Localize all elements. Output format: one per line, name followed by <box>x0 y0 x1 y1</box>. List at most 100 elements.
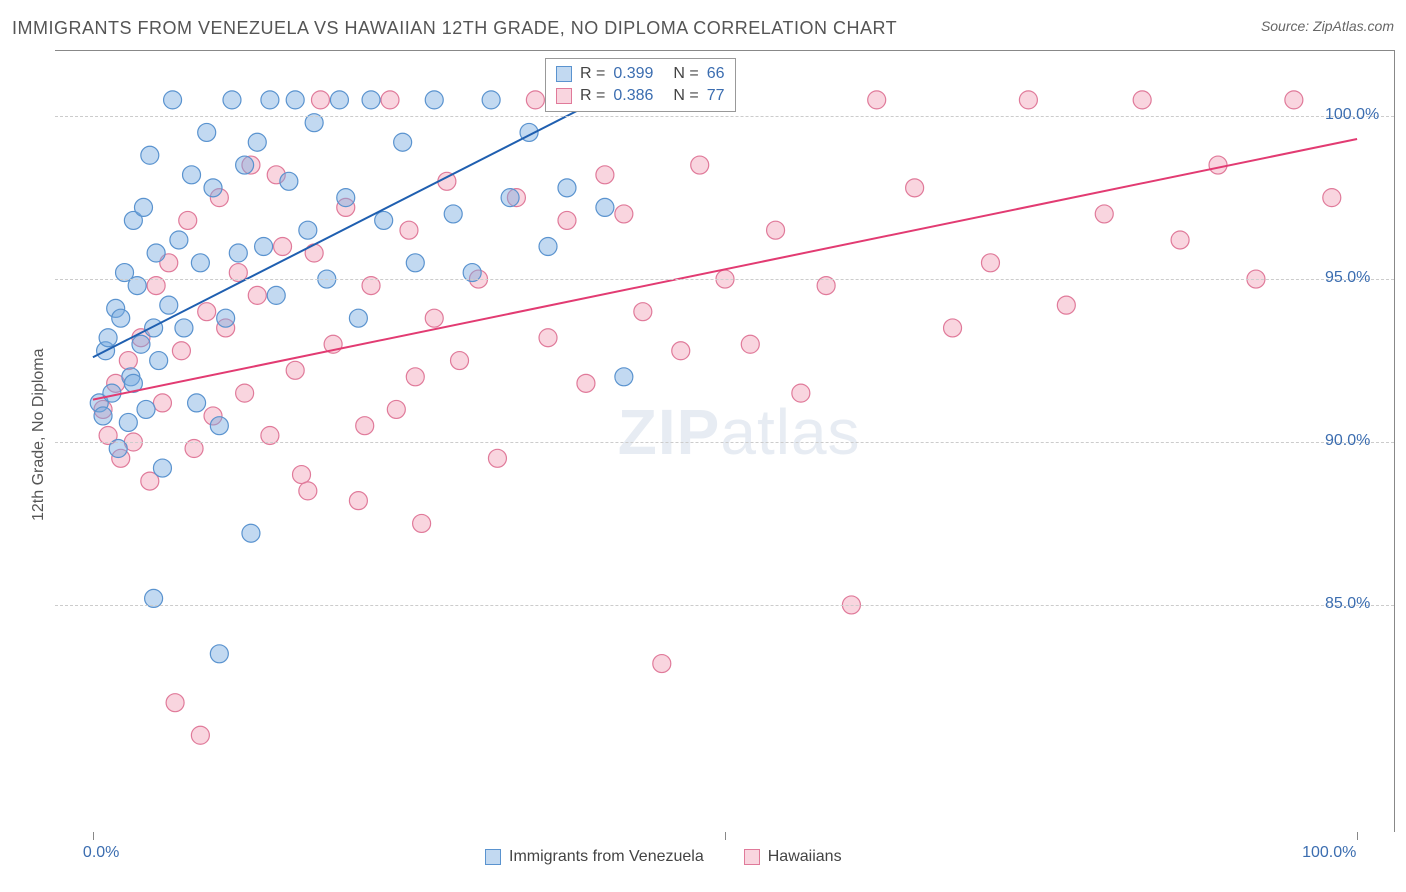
legend-series-label: Hawaiians <box>768 848 842 866</box>
scatter-point <box>248 133 266 151</box>
scatter-point <box>400 221 418 239</box>
scatter-point <box>305 244 323 262</box>
scatter-point <box>1019 91 1037 109</box>
scatter-point <box>413 514 431 532</box>
scatter-point <box>99 329 117 347</box>
scatter-point <box>175 319 193 337</box>
scatter-point <box>653 655 671 673</box>
scatter-point <box>210 417 228 435</box>
scatter-point <box>1285 91 1303 109</box>
scatter-point <box>792 384 810 402</box>
scatter-point <box>330 91 348 109</box>
scatter-point <box>482 91 500 109</box>
legend-series-item: Immigrants from Venezuela <box>485 848 704 866</box>
scatter-point <box>311 91 329 109</box>
y-tick-label: 100.0% <box>1325 106 1379 124</box>
scatter-point <box>286 91 304 109</box>
legend-swatch <box>556 66 572 82</box>
scatter-point <box>103 384 121 402</box>
scatter-point <box>145 319 163 337</box>
scatter-point <box>1209 156 1227 174</box>
scatter-point <box>160 296 178 314</box>
scatter-point <box>261 91 279 109</box>
gridline <box>55 605 1394 606</box>
scatter-point <box>132 335 150 353</box>
scatter-point <box>299 221 317 239</box>
scatter-point <box>381 91 399 109</box>
scatter-point <box>119 352 137 370</box>
scatter-point <box>172 342 190 360</box>
scatter-point <box>210 645 228 663</box>
scatter-point <box>242 524 260 542</box>
gridline <box>55 279 1394 280</box>
scatter-point <box>577 374 595 392</box>
r-label: R = <box>580 87 605 105</box>
scatter-point <box>451 352 469 370</box>
n-value: 66 <box>707 65 725 83</box>
scatter-point <box>223 91 241 109</box>
scatter-point <box>868 91 886 109</box>
scatter-point <box>179 211 197 229</box>
scatter-point <box>236 384 254 402</box>
scatter-point <box>280 172 298 190</box>
scatter-point <box>558 179 576 197</box>
scatter-point <box>349 492 367 510</box>
scatter-point <box>153 459 171 477</box>
scatter-point <box>539 238 557 256</box>
y-tick-label: 85.0% <box>1325 595 1370 613</box>
scatter-point <box>349 309 367 327</box>
legend-correlation-row: R =0.386N =77 <box>556 85 725 107</box>
scatter-point <box>741 335 759 353</box>
scatter-point <box>255 238 273 256</box>
scatter-point <box>906 179 924 197</box>
n-label: N = <box>673 65 698 83</box>
scatter-point <box>1323 189 1341 207</box>
plot-area: ZIPatlas <box>55 50 1395 832</box>
x-tick <box>93 832 94 840</box>
scatter-point <box>362 91 380 109</box>
scatter-point <box>1095 205 1113 223</box>
scatter-point <box>406 368 424 386</box>
legend-correlation: R =0.399N =66R =0.386N =77 <box>545 58 736 112</box>
scatter-point <box>274 238 292 256</box>
scatter-point <box>375 211 393 229</box>
scatter-point <box>191 254 209 272</box>
scatter-point <box>558 211 576 229</box>
x-tick <box>725 832 726 840</box>
y-axis-label: 12th Grade, No Diploma <box>30 348 48 521</box>
scatter-point <box>153 394 171 412</box>
scatter-point <box>387 400 405 418</box>
legend-series-item: Hawaiians <box>744 848 842 866</box>
scatter-point <box>217 309 235 327</box>
r-value: 0.399 <box>613 65 653 83</box>
legend-series: Immigrants from Venezuela Hawaiians <box>485 848 842 866</box>
scatter-point <box>204 179 222 197</box>
scatter-point <box>183 166 201 184</box>
scatter-point <box>170 231 188 249</box>
scatter-point <box>634 303 652 321</box>
x-tick-label-left: 0.0% <box>83 844 119 862</box>
n-label: N = <box>673 87 698 105</box>
scatter-point <box>406 254 424 272</box>
legend-swatch <box>556 88 572 104</box>
scatter-point <box>1133 91 1151 109</box>
scatter-point <box>164 91 182 109</box>
n-value: 77 <box>707 87 725 105</box>
scatter-point <box>248 286 266 304</box>
gridline <box>55 116 1394 117</box>
legend-swatch <box>485 849 501 865</box>
chart-title: IMMIGRANTS FROM VENEZUELA VS HAWAIIAN 12… <box>12 18 897 39</box>
y-tick-label: 95.0% <box>1325 269 1370 287</box>
gridline <box>55 442 1394 443</box>
scatter-point <box>147 244 165 262</box>
x-tick <box>1357 832 1358 840</box>
scatter-point <box>236 156 254 174</box>
y-tick-label: 90.0% <box>1325 432 1370 450</box>
legend-series-label: Immigrants from Venezuela <box>509 848 704 866</box>
scatter-point <box>337 189 355 207</box>
scatter-point <box>501 189 519 207</box>
scatter-point <box>299 482 317 500</box>
scatter-point <box>229 244 247 262</box>
scatter-point <box>981 254 999 272</box>
x-tick-label-right: 100.0% <box>1302 844 1356 862</box>
